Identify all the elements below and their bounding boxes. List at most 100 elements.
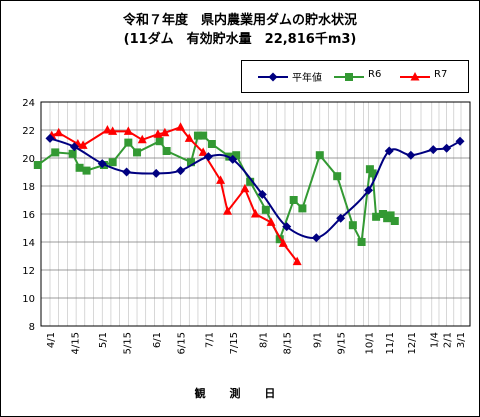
series-r6-point bbox=[261, 205, 270, 214]
series-average-point bbox=[442, 143, 452, 153]
series-average-point bbox=[428, 145, 438, 155]
y-tick-label: 10 bbox=[22, 294, 35, 305]
series-r6-point bbox=[232, 151, 241, 160]
series-r6-point bbox=[372, 212, 381, 221]
series-average-point bbox=[203, 152, 213, 162]
x-tick-label: 9/1 bbox=[312, 332, 323, 348]
x-tick-label: 7/15 bbox=[229, 332, 240, 354]
series-r7-point bbox=[250, 209, 260, 218]
series-r6-point bbox=[124, 138, 133, 147]
x-tick-label: 12/1 bbox=[407, 332, 418, 354]
series-average-point bbox=[151, 168, 161, 178]
series-r7-point bbox=[176, 122, 186, 131]
series-average-point bbox=[176, 166, 186, 176]
y-tick-label: 8 bbox=[29, 322, 35, 333]
legend-swatch bbox=[400, 72, 430, 81]
series-r6-point bbox=[108, 158, 117, 167]
series-average-point bbox=[364, 185, 374, 195]
series-r6-point bbox=[348, 221, 357, 230]
series-average-point bbox=[257, 189, 267, 199]
x-tick-label: 7/1 bbox=[204, 332, 215, 348]
series-average-point bbox=[336, 213, 346, 223]
series-r6-point bbox=[289, 196, 298, 204]
series-average-point bbox=[384, 146, 394, 156]
series-r6-point bbox=[68, 149, 77, 158]
series-average-point bbox=[97, 159, 107, 169]
x-tick-label: 4/15 bbox=[70, 332, 81, 354]
series-r6-point bbox=[162, 147, 171, 155]
legend-label: R7 bbox=[434, 69, 448, 80]
series-average-point bbox=[406, 150, 416, 160]
x-tick-label: 6/15 bbox=[177, 332, 188, 354]
series-r6-point bbox=[390, 217, 399, 225]
legend-item: 平年値 bbox=[256, 69, 322, 84]
series-r7-point bbox=[240, 183, 250, 193]
series-r6-point bbox=[315, 151, 324, 160]
series-r7-point bbox=[223, 206, 233, 215]
series-r6-point bbox=[365, 165, 374, 174]
series-average-point bbox=[228, 154, 238, 164]
series-r6-point bbox=[368, 169, 377, 178]
x-tick-label: 8/1 bbox=[258, 332, 269, 348]
series-r6-point bbox=[357, 238, 366, 246]
x-tick-label: 6/1 bbox=[152, 332, 163, 348]
series-r7-point bbox=[278, 238, 288, 247]
series-average-point bbox=[282, 222, 292, 232]
series-r6-point bbox=[51, 148, 60, 157]
legend-label: 平年値 bbox=[292, 73, 322, 84]
x-tick-label: 8/15 bbox=[283, 332, 294, 354]
series-r7-point bbox=[137, 134, 147, 144]
legend-swatch bbox=[258, 72, 288, 82]
series-r7-point bbox=[78, 140, 88, 149]
series-r6-point bbox=[386, 211, 395, 220]
series-r7-point bbox=[108, 126, 118, 135]
series-r6-point bbox=[186, 158, 195, 167]
series-average-point bbox=[45, 133, 55, 143]
legend-label: R6 bbox=[368, 69, 382, 80]
legend-item: R6 bbox=[332, 69, 381, 83]
series-r7-line bbox=[51, 126, 298, 263]
y-tick-label: 16 bbox=[22, 210, 35, 221]
series-r7-point bbox=[123, 126, 133, 135]
series-r6-point bbox=[75, 163, 84, 172]
series-r7-point bbox=[160, 127, 170, 137]
chart-title: 令和７年度 県内農業用ダムの貯水状況 bbox=[122, 13, 357, 28]
series-r7-point bbox=[54, 127, 64, 137]
series-r7-point bbox=[292, 256, 302, 266]
series-r6-point bbox=[333, 172, 342, 181]
x-tick-label: 3/1 bbox=[456, 332, 467, 348]
y-tick-label: 24 bbox=[22, 98, 35, 109]
series-r7-point bbox=[266, 217, 276, 226]
y-tick-label: 12 bbox=[22, 266, 35, 277]
series-r7-point bbox=[216, 175, 226, 184]
series-average-point bbox=[455, 136, 465, 146]
series-r7-point bbox=[198, 147, 208, 156]
series-r6-point bbox=[246, 177, 255, 186]
plot-border bbox=[40, 101, 471, 327]
y-tick-label: 22 bbox=[22, 126, 35, 137]
series-r6-point bbox=[155, 137, 164, 146]
y-tick-label: 18 bbox=[22, 182, 35, 193]
legend-item: R7 bbox=[398, 69, 447, 83]
x-tick-label: 4/1 bbox=[46, 332, 57, 348]
series-r6-point bbox=[133, 148, 142, 157]
series-r7-point bbox=[153, 129, 163, 138]
series-r7-point bbox=[184, 133, 194, 142]
y-tick-label: 14 bbox=[22, 238, 35, 249]
series-r6-point bbox=[33, 161, 42, 169]
x-tick-label: 9/15 bbox=[337, 332, 348, 354]
series-r6-point bbox=[207, 140, 216, 148]
series-r6-point bbox=[199, 131, 208, 140]
y-tick-label: 20 bbox=[22, 154, 35, 165]
x-tick-label: 10/1 bbox=[365, 332, 376, 354]
x-axis-label: 観 測 日 bbox=[194, 387, 286, 400]
x-tick-label: 1/4 bbox=[429, 332, 440, 348]
series-r6-point bbox=[379, 210, 388, 218]
x-tick-label: 2/1 bbox=[443, 332, 454, 348]
series-average-point bbox=[311, 233, 321, 243]
chart-subtitle: (11ダム 有効貯水量 22,816千m3) bbox=[123, 32, 357, 47]
legend-swatch bbox=[334, 73, 364, 81]
series-r6-point bbox=[193, 131, 202, 140]
x-tick-label: 11/1 bbox=[385, 332, 396, 354]
